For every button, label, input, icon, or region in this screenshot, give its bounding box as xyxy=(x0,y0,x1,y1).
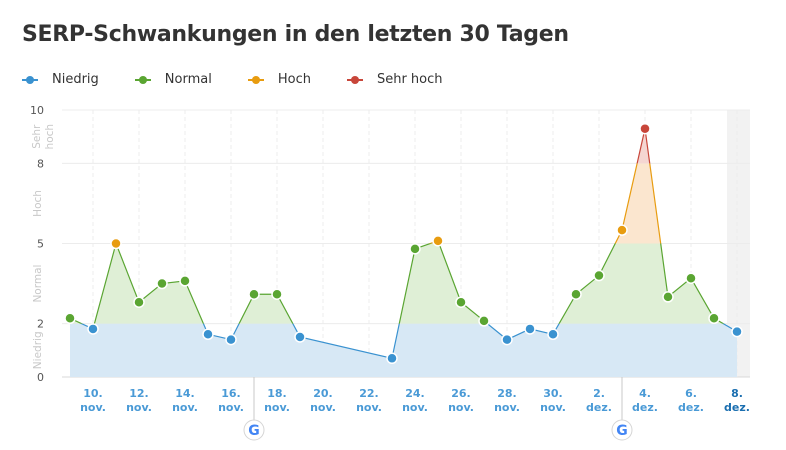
google-update-icon[interactable]: G xyxy=(243,419,265,441)
data-point xyxy=(87,323,99,335)
band-label-line: Sehr xyxy=(31,124,43,149)
band-label-line: hoch xyxy=(44,124,56,150)
y-tick-label: 10 xyxy=(30,104,44,117)
area-band-niedrig xyxy=(70,323,737,377)
area-band-normal xyxy=(70,243,724,324)
x-tick-label: nov. xyxy=(356,401,382,414)
x-tick-label: 2. xyxy=(593,387,605,400)
area-band-sehr-hoch xyxy=(637,128,650,164)
x-tick-label: 26. xyxy=(451,387,471,400)
area-band-hoch xyxy=(430,163,661,244)
data-point xyxy=(179,275,191,287)
x-tick-label: 12. xyxy=(129,387,149,400)
series-line-normal xyxy=(69,243,725,324)
legend-label: Niedrig xyxy=(52,72,99,87)
data-point xyxy=(432,235,444,247)
data-point xyxy=(248,288,260,300)
data-point xyxy=(593,269,605,282)
google-icon-bg xyxy=(611,419,633,441)
data-point xyxy=(133,296,145,308)
x-tick-label: nov. xyxy=(310,401,336,414)
x-tick-label: nov. xyxy=(402,401,428,414)
band-label: Niedrig xyxy=(32,331,44,369)
x-tick-label: nov. xyxy=(264,401,290,414)
legend-marker-icon xyxy=(134,75,151,85)
x-tick-label: 14. xyxy=(175,387,195,400)
legend-marker-icon xyxy=(22,75,38,85)
data-point xyxy=(685,272,697,284)
data-point xyxy=(501,333,513,346)
x-tick-label: 22. xyxy=(359,387,379,400)
band-label: Normal xyxy=(32,265,44,303)
x-tick-label: 24. xyxy=(405,387,425,400)
y-tick-label: 2 xyxy=(37,318,44,331)
x-tick-label: dez. xyxy=(632,401,658,414)
data-point xyxy=(202,328,214,341)
x-tick-label: 6. xyxy=(685,387,697,400)
legend: Niedrig Normal Hoch Sehr hoch xyxy=(22,72,479,87)
data-point xyxy=(616,224,628,236)
x-tick-label: 30. xyxy=(543,387,563,400)
google-icon-bg xyxy=(243,419,265,441)
google-g-icon: G xyxy=(248,423,260,439)
data-point xyxy=(156,277,168,290)
x-tick-label: nov. xyxy=(80,401,106,414)
x-tick-label: nov. xyxy=(494,401,520,414)
legend-label: Sehr hoch xyxy=(376,72,443,87)
series-line-sehr-hoch xyxy=(636,128,651,164)
x-tick-label: 28. xyxy=(497,387,517,400)
google-g-icon: G xyxy=(616,423,628,439)
data-point xyxy=(524,323,536,335)
x-tick-label: dez. xyxy=(678,401,704,414)
legend-label: Normal xyxy=(164,72,212,87)
data-point xyxy=(64,312,76,325)
x-tick-label: 10. xyxy=(83,387,103,400)
x-tick-label: 18. xyxy=(267,387,287,400)
band-label: Sehrhoch xyxy=(31,124,56,150)
x-tick-label: 8. xyxy=(731,387,743,400)
y-tick-label: 5 xyxy=(37,238,44,251)
data-point xyxy=(708,312,720,325)
y-tick-label: 0 xyxy=(37,371,44,384)
x-tick-label: 20. xyxy=(313,387,333,400)
legend-item-hoch[interactable]: Hoch xyxy=(247,72,311,87)
legend-label: Hoch xyxy=(277,72,311,87)
band-label: Hoch xyxy=(32,190,44,217)
y-tick-label: 8 xyxy=(37,157,44,170)
data-point xyxy=(110,237,122,250)
legend-item-niedrig[interactable]: Niedrig xyxy=(22,72,99,87)
x-tick-label: nov. xyxy=(172,401,198,414)
data-point xyxy=(570,288,582,300)
legend-marker-icon xyxy=(247,75,264,85)
x-tick-label: nov. xyxy=(448,401,474,414)
data-point xyxy=(409,243,421,255)
data-point xyxy=(271,288,283,300)
x-tick-label: 4. xyxy=(639,387,651,400)
data-point xyxy=(294,331,306,343)
x-tick-label: 16. xyxy=(221,387,241,400)
x-tick-label: nov. xyxy=(218,401,244,414)
legend-item-normal[interactable]: Normal xyxy=(134,72,212,87)
data-point xyxy=(662,291,674,303)
legend-marker-icon xyxy=(346,75,363,85)
x-tick-label: nov. xyxy=(126,401,152,414)
x-tick-label: nov. xyxy=(540,401,566,414)
data-point xyxy=(386,352,398,365)
x-tick-label: dez. xyxy=(586,401,612,414)
chart-title: SERP-Schwankungen in den letzten 30 Tage… xyxy=(22,22,569,47)
data-point xyxy=(639,122,651,135)
data-point xyxy=(731,325,743,338)
data-point xyxy=(547,328,559,341)
data-point xyxy=(478,315,490,327)
data-point xyxy=(455,296,467,308)
google-update-icon[interactable]: G xyxy=(611,419,633,441)
x-tick-label: dez. xyxy=(724,401,750,414)
legend-item-sehr-hoch[interactable]: Sehr hoch xyxy=(346,72,443,87)
data-point xyxy=(225,333,237,346)
